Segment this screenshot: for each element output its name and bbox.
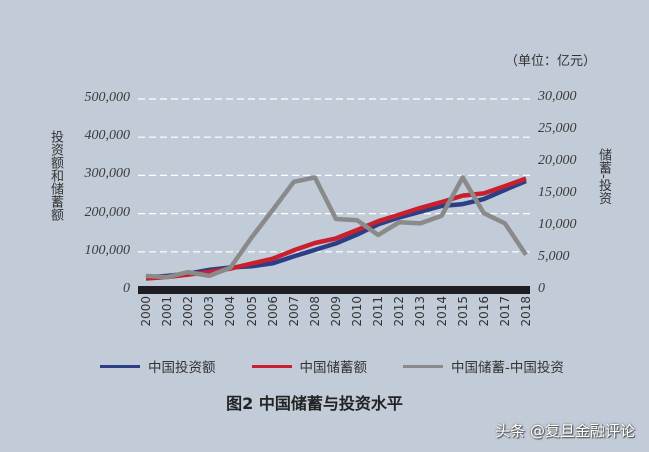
x-axis-tick: 2018	[519, 296, 533, 327]
left-axis-tick: 100,000	[84, 242, 131, 258]
x-axis-tick: 2008	[307, 296, 322, 327]
x-axis-tick: 2012	[392, 296, 407, 327]
unit-label: （单位：亿元）	[505, 54, 597, 69]
watermark: 头条 @复旦金融评论	[495, 422, 635, 440]
x-axis-tick: 2005	[244, 296, 259, 327]
right-axis-tick: 0	[538, 281, 545, 296]
legend-item-gap: 中国储蓄-中国投资	[403, 356, 564, 376]
right-axis-tick: 30,000	[538, 89, 577, 104]
left-axis-tick: 300,000	[84, 166, 131, 182]
legend: 中国投资额 中国储蓄额 中国储蓄-中国投资	[100, 356, 600, 376]
x-axis-tick: 2009	[329, 296, 343, 327]
chart-title: 图2 中国储蓄与投资水平	[0, 390, 649, 414]
x-axis-tick: 2006	[265, 296, 280, 327]
gridlines	[138, 98, 530, 253]
series-line-2	[145, 175, 528, 280]
legend-item-savings: 中国储蓄额	[251, 356, 368, 376]
x-axis-tick: 2003	[202, 296, 217, 327]
x-axis-tick: 2000	[139, 296, 153, 327]
x-axis-tick: 2015	[455, 296, 470, 327]
legend-label: 中国投资额	[148, 360, 216, 376]
x-axis-tick: 2017	[497, 296, 512, 327]
left-axis-tick: 0	[123, 281, 130, 296]
left-axis-label: 投资额和储蓄额	[48, 130, 63, 221]
x-axis-tick: 2011	[371, 296, 386, 327]
x-axis-tick: 2013	[413, 296, 428, 327]
x-axis-tick: 2002	[181, 296, 196, 327]
x-axis-tick: 2007	[286, 296, 301, 327]
legend-swatch-blue	[100, 364, 140, 368]
right-axis-tick: 5,000	[538, 249, 570, 264]
x-axis-tick: 2010	[350, 296, 365, 327]
left-axis-tick: 500,000	[84, 90, 131, 105]
x-axis-tick: 2016	[476, 296, 491, 327]
legend-label: 中国储蓄-中国投资	[451, 360, 564, 376]
right-axis-tick: 25,000	[538, 121, 577, 136]
right-axis-label: 储蓄-投资	[596, 148, 611, 205]
series-lines	[145, 175, 528, 281]
left-axis-tick: 400,000	[84, 128, 131, 144]
series-line-1	[145, 176, 527, 281]
right-axis-tick: 10,000	[538, 217, 577, 232]
chart-title-text: 图2 中国储蓄与投资水平	[226, 394, 403, 413]
x-axis-tick: 2004	[223, 296, 238, 327]
x-axis-baseline	[138, 286, 530, 294]
right-axis-tick: 15,000	[538, 185, 577, 200]
legend-swatch-red	[251, 364, 292, 368]
right-axis-tick: 20,000	[538, 153, 577, 168]
left-axis-tick: 200,000	[84, 204, 131, 220]
legend-item-investment: 中国投资额	[100, 356, 216, 376]
legend-label: 中国储蓄额	[299, 360, 368, 376]
legend-swatch-gray	[403, 364, 443, 368]
x-axis-tick: 2001	[160, 296, 175, 327]
x-axis-tick: 2014	[434, 296, 449, 327]
